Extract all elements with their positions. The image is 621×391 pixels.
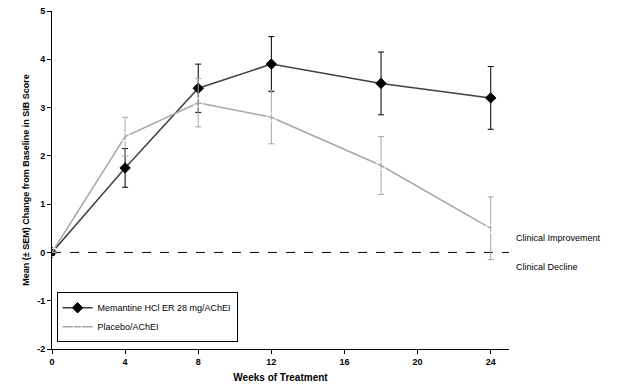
svg-text:-1: -1: [37, 296, 45, 306]
svg-text:Weeks of Treatment: Weeks of Treatment: [233, 372, 328, 383]
svg-text:8: 8: [196, 357, 201, 367]
svg-text:5: 5: [40, 6, 45, 16]
svg-text:Clinical Improvement: Clinical Improvement: [516, 233, 601, 243]
svg-text:-2: -2: [37, 344, 45, 354]
svg-text:Memantine HCl ER 28 mg/AChEI: Memantine HCl ER 28 mg/AChEI: [98, 303, 231, 313]
svg-text:24: 24: [486, 357, 496, 367]
svg-text:Clinical Decline: Clinical Decline: [516, 262, 578, 272]
svg-text:Placebo/AChEI: Placebo/AChEI: [98, 322, 159, 332]
svg-text:3: 3: [40, 103, 45, 113]
svg-text:16: 16: [339, 357, 349, 367]
svg-text:0: 0: [49, 357, 54, 367]
svg-text:1: 1: [40, 199, 45, 209]
svg-text:4: 4: [40, 54, 45, 64]
svg-text:20: 20: [413, 357, 423, 367]
svg-text:4: 4: [123, 357, 128, 367]
svg-text:12: 12: [266, 357, 276, 367]
svg-text:0: 0: [40, 248, 45, 258]
svg-text:2: 2: [40, 151, 45, 161]
svg-text:Mean (± SEM) Change from Basel: Mean (± SEM) Change from Baseline in SIB…: [21, 74, 31, 285]
